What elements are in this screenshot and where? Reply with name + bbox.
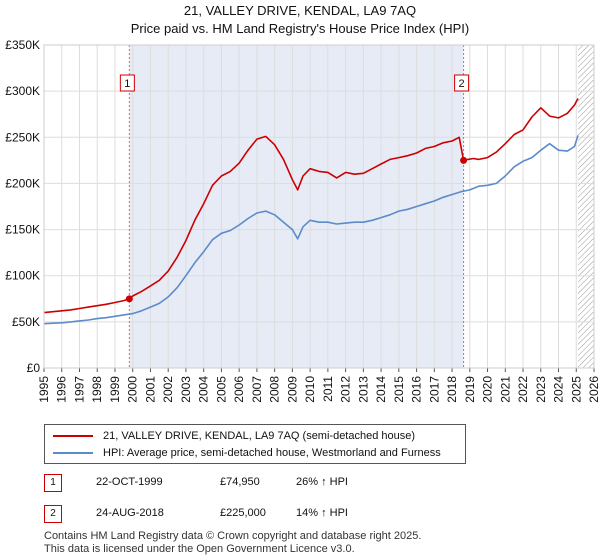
x-tick-label: 2022	[516, 376, 530, 403]
property-series-line	[44, 98, 579, 314]
title-line-1: 21, VALLEY DRIVE, KENDAL, LA9 7AQ	[183, 3, 417, 18]
plot-border	[43, 44, 595, 369]
x-tick-label: 2025	[569, 376, 583, 403]
x-tick-label: 2013	[356, 376, 370, 403]
x-tick-label: 2015	[392, 376, 406, 403]
y-tick-label: £200K	[5, 176, 40, 190]
x-axis-ticks: 1995 1996 1997 1998 1999 2000 2001 2002 2003 2004…	[37, 368, 600, 403]
forecast-hatched-area	[578, 45, 594, 368]
y-tick-label: £250K	[5, 130, 40, 144]
legend-swatch-blue	[53, 452, 93, 454]
title-line-2: Price paid vs. HM Land Registry's House …	[130, 21, 470, 36]
chart-title: 21, VALLEY DRIVE, KENDAL, LA9 7AQ Price …	[0, 2, 600, 38]
y-tick-label: £100K	[5, 269, 40, 283]
x-tick-label: 2004	[197, 376, 211, 403]
sale-number-box	[454, 74, 470, 92]
x-tick-label: 1997	[72, 376, 86, 403]
transaction-date: 22-OCT-1999	[96, 476, 163, 488]
x-tick-label: 2011	[321, 376, 335, 402]
x-tick-label: 2016	[410, 376, 424, 403]
x-tick-label: 2008	[268, 376, 282, 403]
sale-number-box	[119, 74, 135, 92]
legend-label-property: 21, VALLEY DRIVE, KENDAL, LA9 7AQ (semi-…	[103, 430, 416, 442]
footer-copyright: Contains HM Land Registry data © Crown c…	[44, 530, 422, 542]
x-tick-label: 2010	[303, 376, 317, 403]
legend-item-property: 21, VALLEY DRIVE, KENDAL, LA9 7AQ (semi-…	[53, 428, 415, 444]
chart-legend: 21, VALLEY DRIVE, KENDAL, LA9 7AQ (semi-…	[44, 424, 466, 464]
y-axis-ticks: £0 £50K £100K £150K £200K £250K £300K £350K	[5, 38, 40, 375]
hpi-series-line	[44, 135, 579, 325]
transaction-row: 1 22-OCT-1999 £74,950 26% ↑ HPI	[44, 474, 444, 492]
transaction-row: 2 24-AUG-2018 £225,000 14% ↑ HPI	[44, 505, 444, 523]
y-tick-label: £350K	[5, 38, 40, 52]
x-tick-label: 2009	[285, 376, 299, 403]
x-tick-label: 2012	[339, 376, 353, 403]
x-tick-label: 2021	[498, 376, 512, 403]
x-tick-label: 2006	[232, 376, 246, 403]
y-tick-label: £50K	[12, 315, 40, 329]
x-tick-label: 2001	[143, 376, 157, 403]
x-tick-label: 2014	[374, 376, 388, 403]
x-tick-label: 2019	[463, 376, 477, 403]
x-tick-label: 2024	[552, 376, 566, 403]
legend-label-hpi: HPI: Average price, semi-detached house,…	[103, 447, 441, 459]
x-tick-label: 1996	[55, 376, 69, 403]
x-tick-label: 2023	[534, 376, 548, 403]
transaction-hpi-diff: 14% ↑ HPI	[296, 507, 348, 519]
y-tick-label: £300K	[5, 84, 40, 98]
x-tick-label: 2002	[161, 376, 175, 403]
sale-number-label: 2	[459, 78, 465, 90]
ownership-period-shade	[129, 45, 464, 368]
x-tick-label: 2018	[445, 376, 459, 403]
transaction-number-badge: 2	[44, 505, 62, 523]
x-tick-label: 2007	[250, 376, 264, 403]
x-tick-label: 2017	[427, 376, 441, 403]
x-tick-label: 1995	[37, 376, 51, 403]
x-tick-label: 1998	[90, 376, 104, 403]
transaction-date: 24-AUG-2018	[96, 507, 164, 519]
legend-item-hpi: HPI: Average price, semi-detached house,…	[53, 445, 441, 461]
footer-licence: This data is licensed under the Open Gov…	[44, 543, 355, 555]
transaction-number-badge: 1	[44, 474, 62, 492]
x-tick-label: 1999	[108, 376, 122, 403]
x-tick-label: 2005	[214, 376, 228, 403]
footer: Contains HM Land Registry data © Crown c…	[44, 530, 421, 556]
transaction-hpi-diff: 26% ↑ HPI	[296, 476, 348, 488]
y-tick-label: £150K	[5, 223, 40, 237]
x-tick-label: 2026	[587, 376, 600, 403]
y-tick-label: £0	[27, 361, 41, 375]
x-tick-label: 2003	[179, 376, 193, 403]
transaction-price: £225,000	[220, 507, 266, 519]
x-tick-label: 2020	[481, 376, 495, 403]
x-tick-label: 2000	[126, 376, 140, 403]
series-lines	[44, 98, 579, 325]
sale-number-label: 1	[124, 78, 130, 90]
legend-swatch-red	[53, 435, 93, 437]
transaction-price: £74,950	[220, 476, 260, 488]
sale-point	[460, 156, 468, 164]
sale-point	[125, 295, 133, 303]
